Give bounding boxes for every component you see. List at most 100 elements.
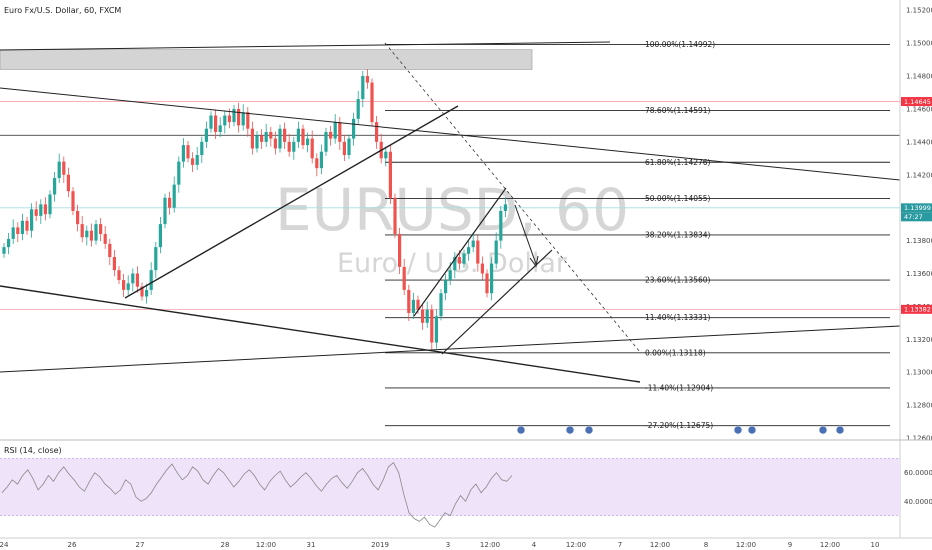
candle-body <box>301 128 305 146</box>
price-tick: 1.14600 <box>906 105 932 113</box>
trend-line <box>0 41 611 51</box>
candle-body <box>7 238 11 248</box>
candle-body <box>99 224 103 234</box>
price-tag-text: 47:27 <box>904 213 923 221</box>
candle-body <box>149 270 153 290</box>
candle-body <box>126 283 130 290</box>
event-icon <box>818 425 828 435</box>
fib-label: -27.20%(1.12675) <box>645 421 713 430</box>
candle-body <box>11 227 15 239</box>
trend-line <box>0 87 901 181</box>
candle-body <box>292 141 296 152</box>
time-tick: 31 <box>307 541 316 549</box>
candle-body <box>416 299 420 310</box>
candle-body <box>191 158 195 165</box>
time-tick: 3 <box>446 541 450 549</box>
candle-body <box>250 128 254 149</box>
candle-body <box>296 128 300 142</box>
candle-body <box>338 122 342 142</box>
candle-body <box>457 257 461 264</box>
candle-body <box>370 82 374 123</box>
time-tick: 27 <box>136 541 145 549</box>
price-tick: 1.13200 <box>906 336 932 344</box>
channel-line <box>441 249 553 355</box>
price-tag <box>901 212 932 222</box>
price-tick: 1.13600 <box>906 270 932 278</box>
trend-line <box>0 285 641 383</box>
candle-body <box>30 209 34 231</box>
time-tick: 10 <box>871 541 880 549</box>
rsi-band <box>0 458 900 516</box>
candle-body <box>2 247 6 254</box>
candle-body <box>388 151 392 198</box>
event-icon <box>733 425 743 435</box>
candle-body <box>425 309 429 323</box>
candle-body <box>439 293 443 317</box>
candle-body <box>209 115 213 129</box>
candle-body <box>57 161 61 179</box>
candle-body <box>306 138 310 146</box>
candle-body <box>53 178 57 195</box>
candle-body <box>246 112 250 129</box>
supply-zone <box>0 49 533 70</box>
candle-body <box>232 108 236 123</box>
candle-body <box>310 138 314 159</box>
candle-body <box>131 273 135 284</box>
candle-body <box>255 135 259 149</box>
candle-body <box>319 151 323 169</box>
time-tick: 12:00 <box>566 541 586 549</box>
candle-body <box>25 220 29 231</box>
rsi-tick: 60.0000 <box>904 469 932 477</box>
candle-body <box>177 161 181 185</box>
candle-body <box>85 230 89 238</box>
fib-label: 50.00%(1.14055) <box>645 194 711 203</box>
candle-body <box>218 125 222 132</box>
candle-body <box>62 161 66 175</box>
price-tick: 1.15200 <box>906 7 932 15</box>
candle-body <box>434 316 438 343</box>
fib-label: 0.00%(1.13118) <box>645 348 706 357</box>
price-tag-text: 1.14645 <box>904 98 931 106</box>
candle-body <box>163 197 167 225</box>
watermark-symbol: EURUSD, 60 <box>275 176 629 244</box>
candle-body <box>34 209 38 216</box>
price-tick: 1.15000 <box>906 40 932 48</box>
price-tick: 1.12800 <box>906 402 932 410</box>
candle-body <box>448 270 452 281</box>
candle-body <box>103 233 107 244</box>
time-tick: 9 <box>788 541 792 549</box>
candle-body <box>462 253 466 264</box>
candle-body <box>361 76 365 100</box>
candle-body <box>186 145 190 159</box>
candle-body <box>430 309 434 343</box>
candle-body <box>260 135 264 142</box>
price-tick: 1.12600 <box>906 435 932 443</box>
candle-body <box>16 227 20 234</box>
time-tick: 24 <box>0 541 9 549</box>
candle-body <box>402 266 406 290</box>
channel-line <box>124 105 459 299</box>
candle-body <box>108 243 112 258</box>
time-tick: 12:00 <box>650 541 670 549</box>
fib-label: 100.00%(1.14992) <box>645 40 715 49</box>
candle-body <box>315 158 319 169</box>
candle-body <box>168 197 172 208</box>
price-tag <box>901 304 932 314</box>
price-tick: 1.13800 <box>906 237 932 245</box>
fib-label: 38.20%(1.13834) <box>645 230 711 239</box>
time-tick: 2019 <box>371 541 389 549</box>
candle-body <box>490 263 494 294</box>
price-tick: 1.14400 <box>906 138 932 146</box>
candle-body <box>227 115 231 123</box>
candle-body <box>43 204 47 215</box>
candle-body <box>158 224 162 248</box>
candle-body <box>375 122 379 142</box>
candle-body <box>80 224 84 238</box>
candle-body <box>471 240 475 248</box>
time-tick: 26 <box>68 541 77 549</box>
candle-body <box>204 128 208 142</box>
candle-body <box>20 220 24 234</box>
time-tick: 12:00 <box>256 541 276 549</box>
